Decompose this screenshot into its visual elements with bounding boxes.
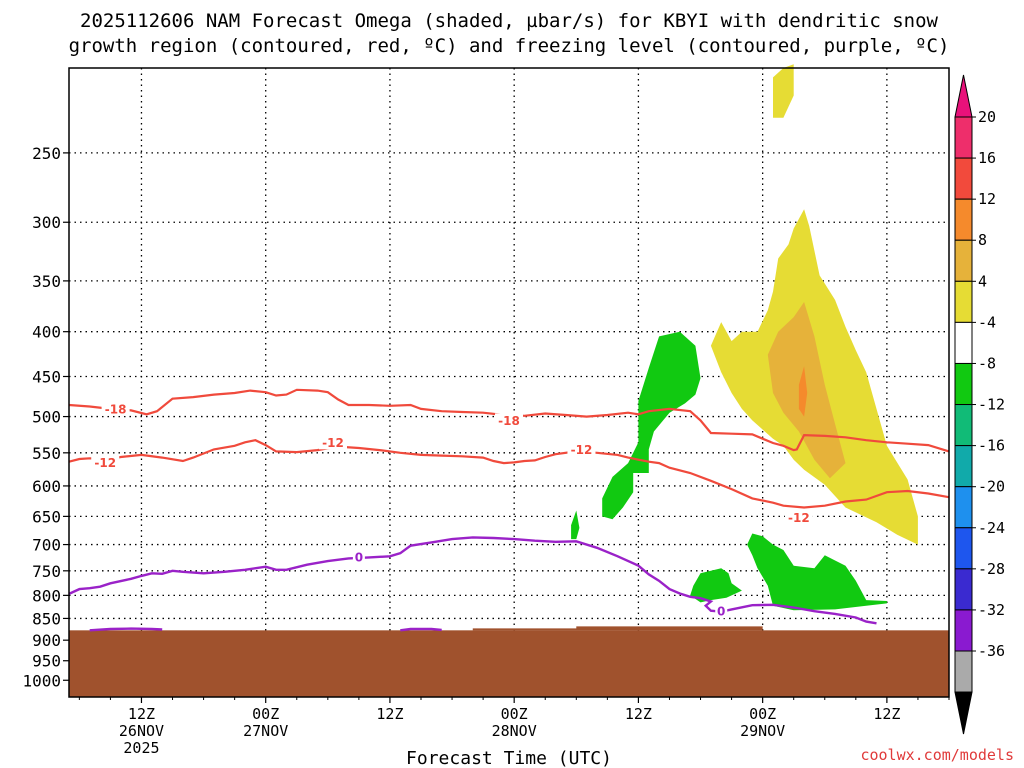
colorbar-label: -12: [978, 396, 1005, 414]
contour-label: -18: [498, 414, 520, 428]
y-tick-label: 500: [32, 408, 61, 427]
colorbar-swatch: [954, 404, 973, 447]
omega-region: [690, 568, 742, 603]
omega-region: [798, 366, 808, 417]
colorbar-swatch: [954, 568, 973, 611]
terrain-bump: [472, 626, 763, 631]
contour-label: -12: [571, 443, 593, 457]
colorbar-label: 12: [978, 190, 996, 208]
contour-label: -12: [94, 456, 116, 470]
colorbar-label: 16: [978, 149, 996, 167]
omega-region: [773, 64, 794, 118]
x-tick-label: 00Z: [749, 705, 776, 723]
y-tick-label: 600: [32, 477, 61, 496]
chart-title-line2: growth region (contoured, red, ºC) and f…: [69, 35, 950, 57]
x-tick-label: 12Z: [128, 705, 155, 723]
colorbar-label: 20: [978, 108, 996, 126]
colorbar-swatch: [954, 116, 973, 159]
colorbar-label: 8: [978, 231, 987, 249]
contour-label-bg: [495, 413, 523, 428]
contour-label-bg: [715, 604, 728, 619]
x-tick-label: 00Z: [252, 705, 279, 723]
colorbar-swatch: [954, 650, 973, 693]
colorbar-label: -16: [978, 437, 1005, 455]
x-tick-label: 12Z: [873, 705, 900, 723]
y-tick-label: 750: [32, 562, 61, 581]
colorbar-label: -36: [978, 642, 1005, 660]
contour-label: 0: [717, 605, 725, 619]
y-tick-label: 1000: [22, 671, 61, 690]
colorbar-swatch: [954, 321, 973, 364]
freezing-level-contour-segment: [400, 627, 442, 632]
terrain-fill: [69, 626, 949, 697]
y-tick-label: 350: [32, 272, 61, 291]
contour-label: -12: [322, 436, 344, 450]
omega-shading: [571, 64, 918, 611]
omega-region: [602, 331, 701, 520]
contour-label-bg: [352, 549, 365, 564]
colorbar-label: -32: [978, 601, 1005, 619]
y-tick-label: 250: [32, 144, 61, 163]
colorbar-swatch: [954, 609, 973, 652]
contour-label: -18: [105, 402, 127, 416]
contour-label-bg: [91, 455, 120, 470]
contour-label-bg: [567, 442, 596, 457]
y-tick-label: 700: [32, 536, 61, 555]
colorbar-label: -8: [978, 354, 996, 372]
y-tick-label: 950: [32, 652, 61, 671]
colorbar-bottom-cap: [954, 691, 973, 735]
y-tick-label: 650: [32, 507, 61, 526]
x-tick-label: 12Z: [376, 705, 403, 723]
contour-label-bg: [784, 510, 813, 525]
contour-label-bg: [319, 435, 347, 450]
colorbar-swatch: [954, 362, 973, 406]
y-tick-label: 400: [32, 323, 61, 342]
colorbar-swatch: [954, 527, 973, 570]
freezing-level-contour-segment: [89, 627, 163, 632]
contour-label: 0: [355, 550, 363, 564]
colorbar-swatch: [954, 280, 973, 323]
omega-region: [571, 510, 580, 540]
chart-title-line1: 2025112606 NAM Forecast Omega (shaded, µ…: [80, 10, 938, 32]
x-tick-year: 2025: [123, 739, 159, 757]
x-tick-date: 29NOV: [740, 722, 785, 740]
colorbar: 20 16 12 8 4 -4 -8 -12 -16 -20 -24 -28 -32 -36: [954, 74, 1005, 735]
colorbar-label: -4: [978, 313, 996, 331]
contour-labels: -18 -12 -12 -18 -12 -12 0 0: [91, 401, 813, 619]
y-tick-label: 850: [32, 609, 61, 628]
colorbar-swatch: [954, 486, 973, 529]
y-tick-label: 550: [32, 444, 61, 463]
colorbar-swatch: [954, 445, 973, 488]
plot-border: [68, 67, 950, 698]
y-axis: 250 300 350 400 450 500 550 600 650 700 750 800 850 9…: [22, 144, 69, 690]
contour-label-bg: [101, 401, 130, 416]
y-tick-label: 300: [32, 213, 61, 232]
y-tick-label: 800: [32, 586, 61, 605]
x-tick-date: 26NOV: [119, 722, 164, 740]
credit-link[interactable]: coolwx.com/models: [860, 746, 1014, 764]
colorbar-swatch: [954, 157, 973, 200]
colorbar-label: -24: [978, 519, 1005, 537]
y-tick-label: 900: [32, 631, 61, 650]
x-axis-title: Forecast Time (UTC): [406, 748, 612, 768]
plot-frame: [68, 67, 950, 698]
x-tick-label: 12Z: [625, 705, 652, 723]
colorbar-label: -20: [978, 478, 1005, 496]
contour-label: -12: [788, 511, 810, 525]
colorbar-top-cap: [954, 74, 973, 118]
terrain-block: [69, 630, 949, 697]
x-tick-label: 00Z: [501, 705, 528, 723]
colorbar-swatch: [954, 198, 973, 241]
colorbar-label: -28: [978, 560, 1005, 578]
x-tick-date: 28NOV: [492, 722, 537, 740]
dgz-contour-minus12: [68, 439, 950, 509]
colorbar-label: 4: [978, 272, 987, 290]
omega-region: [747, 533, 887, 611]
y-tick-label: 450: [32, 367, 61, 386]
x-tick-date: 27NOV: [243, 722, 288, 740]
grid-lines: [69, 68, 949, 697]
colorbar-swatch: [954, 239, 973, 282]
